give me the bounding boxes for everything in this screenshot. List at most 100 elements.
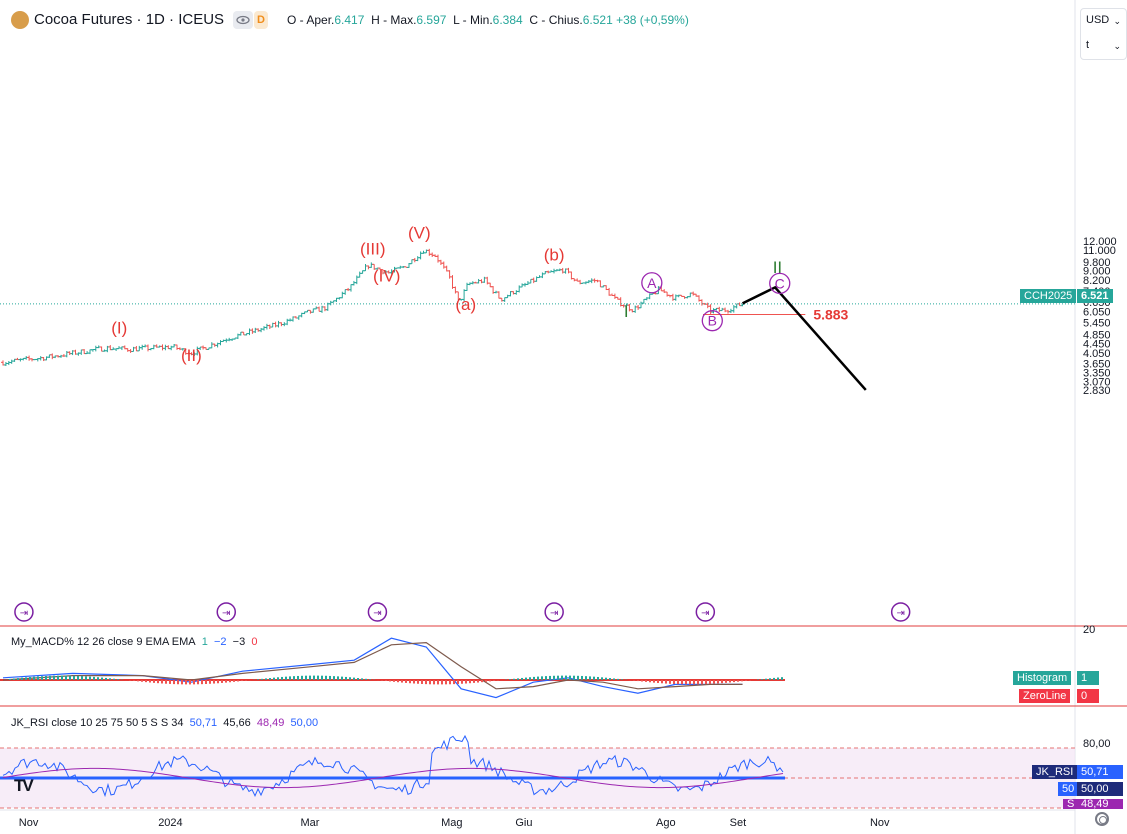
rsi-value-2: 45,66 [223, 717, 251, 729]
delayed-data-badge[interactable]: D [254, 11, 268, 29]
macd-legend[interactable]: My_MACD% 12 26 close 9 EMA EMA 1 −2 −3 0 [11, 636, 257, 648]
last-price-badge: 6.521 [1077, 289, 1113, 303]
wave-circle [641, 272, 663, 294]
settings-gear-icon[interactable] [1095, 812, 1109, 826]
rsi-signal-name-badge: S [1063, 799, 1079, 809]
chart-header: Cocoa Futures · 1D · ICEUS D O - Aper.6.… [0, 0, 1075, 40]
visibility-eye-icon[interactable] [233, 11, 253, 29]
time-tick-label: Nov [870, 817, 890, 829]
event-marker-glyph: ⇥ [896, 608, 904, 619]
wave-label: (I) [111, 318, 127, 337]
price-tick-label: 3.350 [1083, 368, 1111, 380]
projection-path [741, 285, 867, 391]
rsi-value-3: 48,49 [256, 717, 285, 729]
wave-label: (b) [544, 245, 565, 264]
price-tick-label: 3.650 [1083, 359, 1111, 371]
open-label: O - Aper. [287, 13, 335, 27]
time-tick-label: Ago [656, 817, 676, 829]
price-tick-label: 4.450 [1083, 338, 1111, 350]
wave-circle-label: A [647, 275, 657, 291]
event-marker-icon [544, 602, 564, 622]
tradingview-logo[interactable]: TV [14, 776, 34, 795]
zeroline-value-badge: 0 [1077, 689, 1099, 703]
rsi-value-1: 50,71 [189, 717, 218, 729]
high-value: 6.597 [416, 13, 447, 27]
wave-label: (II) [181, 346, 202, 365]
symbol-price-badge: CCH2025 [1020, 289, 1077, 303]
price-tick-label: 8.200 [1083, 275, 1111, 287]
histogram-badge: Histogram [1013, 671, 1072, 685]
rsi-tick-label: 80,00 [1083, 738, 1111, 750]
chevron-down-icon: ⌄ [1113, 41, 1121, 51]
currency-value: USD [1086, 14, 1110, 26]
price-tick-label: 3.070 [1083, 377, 1111, 389]
wave-label: (a) [455, 295, 476, 314]
event-marker-glyph: ⇥ [550, 608, 558, 619]
wave-circle [769, 272, 791, 295]
currency-unit-selector[interactable]: USD ⌄ t ⌄ [1080, 8, 1127, 60]
rsi-signal-value-badge: 48,49 [1077, 799, 1123, 809]
wave-label: II [773, 258, 782, 277]
time-tick-label: Mag [441, 817, 462, 829]
event-marker-icon [367, 602, 388, 622]
histogram-value-badge: 1 [1077, 671, 1099, 685]
high-label: H - Max. [371, 13, 417, 27]
price-tick-label: 4.050 [1083, 348, 1111, 360]
macd-value-4: 0 [251, 636, 258, 648]
event-marker-icon [695, 602, 716, 622]
close-value: 6.521 [582, 13, 613, 27]
wave-circle-label: B [708, 313, 717, 329]
low-label: L - Min. [453, 13, 493, 27]
wave-label: (V) [408, 223, 431, 242]
rsi-line [2, 734, 784, 798]
rsi-mid-name-badge: 50 [1058, 782, 1079, 796]
event-marker-glyph: ⇥ [222, 608, 230, 619]
rsi-value-badge: 50,71 [1077, 765, 1123, 779]
macd-series-line [2, 641, 743, 690]
price-tick-label: 2.830 [1083, 385, 1111, 397]
zeroline-badge: ZeroLine [1019, 689, 1071, 703]
event-marker-glyph: ⇥ [701, 608, 709, 619]
support-level-label: 5.883 [813, 306, 848, 322]
wave-circle [701, 310, 723, 332]
event-marker-icon [14, 602, 34, 622]
low-value: 6.384 [492, 13, 523, 27]
macd-tick-label: 20 [1083, 624, 1095, 636]
chevron-down-icon: ⌄ [1113, 16, 1121, 26]
rsi-name-badge: JK_RSI [1032, 765, 1078, 779]
rsi-title: JK_RSI close 10 25 75 50 5 S S 34 [11, 717, 184, 729]
price-tick-label: 4.850 [1083, 329, 1111, 341]
change-value: +38 (+0,59%) [616, 13, 689, 27]
cocoa-logo-icon [11, 11, 29, 29]
rsi-mid-value-badge: 50,00 [1077, 782, 1123, 796]
macd-title: My_MACD% 12 26 close 9 EMA EMA [11, 636, 196, 648]
price-tick-label: 11.000 [1083, 245, 1116, 257]
macd-value-3: −3 [232, 636, 246, 648]
event-marker-icon [216, 602, 237, 622]
time-tick-label: Giu [515, 817, 532, 829]
rsi-signal-line [2, 767, 784, 789]
time-tick-label: Nov [19, 817, 39, 829]
ohlc-legend: O - Aper.6.417 H - Max.6.597 L - Min.6.3… [287, 13, 689, 27]
wave-circle-label: C [775, 275, 785, 291]
wave-label: (IV) [373, 266, 400, 285]
time-tick-label: Mar [301, 817, 320, 829]
open-value: 6.417 [334, 13, 365, 27]
close-label: C - Chius. [529, 13, 583, 27]
rsi-legend[interactable]: JK_RSI close 10 25 75 50 5 S S 34 50,71 … [11, 717, 318, 729]
wave-label: I [624, 302, 629, 321]
macd-value-1: 1 [201, 636, 208, 648]
unit-value: t [1086, 39, 1090, 51]
time-tick-label: Set [730, 817, 747, 829]
macd-series-line [2, 637, 743, 699]
price-tick-label: 6.050 [1083, 307, 1111, 319]
symbol-title[interactable]: Cocoa Futures · 1D · ICEUS [34, 11, 225, 28]
rsi-value-4: 50,00 [290, 717, 319, 729]
event-marker-icon [890, 602, 911, 622]
price-tick-label: 12.000 [1083, 236, 1117, 248]
price-tick-label: 9.000 [1083, 266, 1111, 278]
price-tick-label: 9.800 [1083, 257, 1111, 269]
event-marker-glyph: ⇥ [20, 608, 28, 619]
wave-label: (III) [360, 240, 386, 259]
